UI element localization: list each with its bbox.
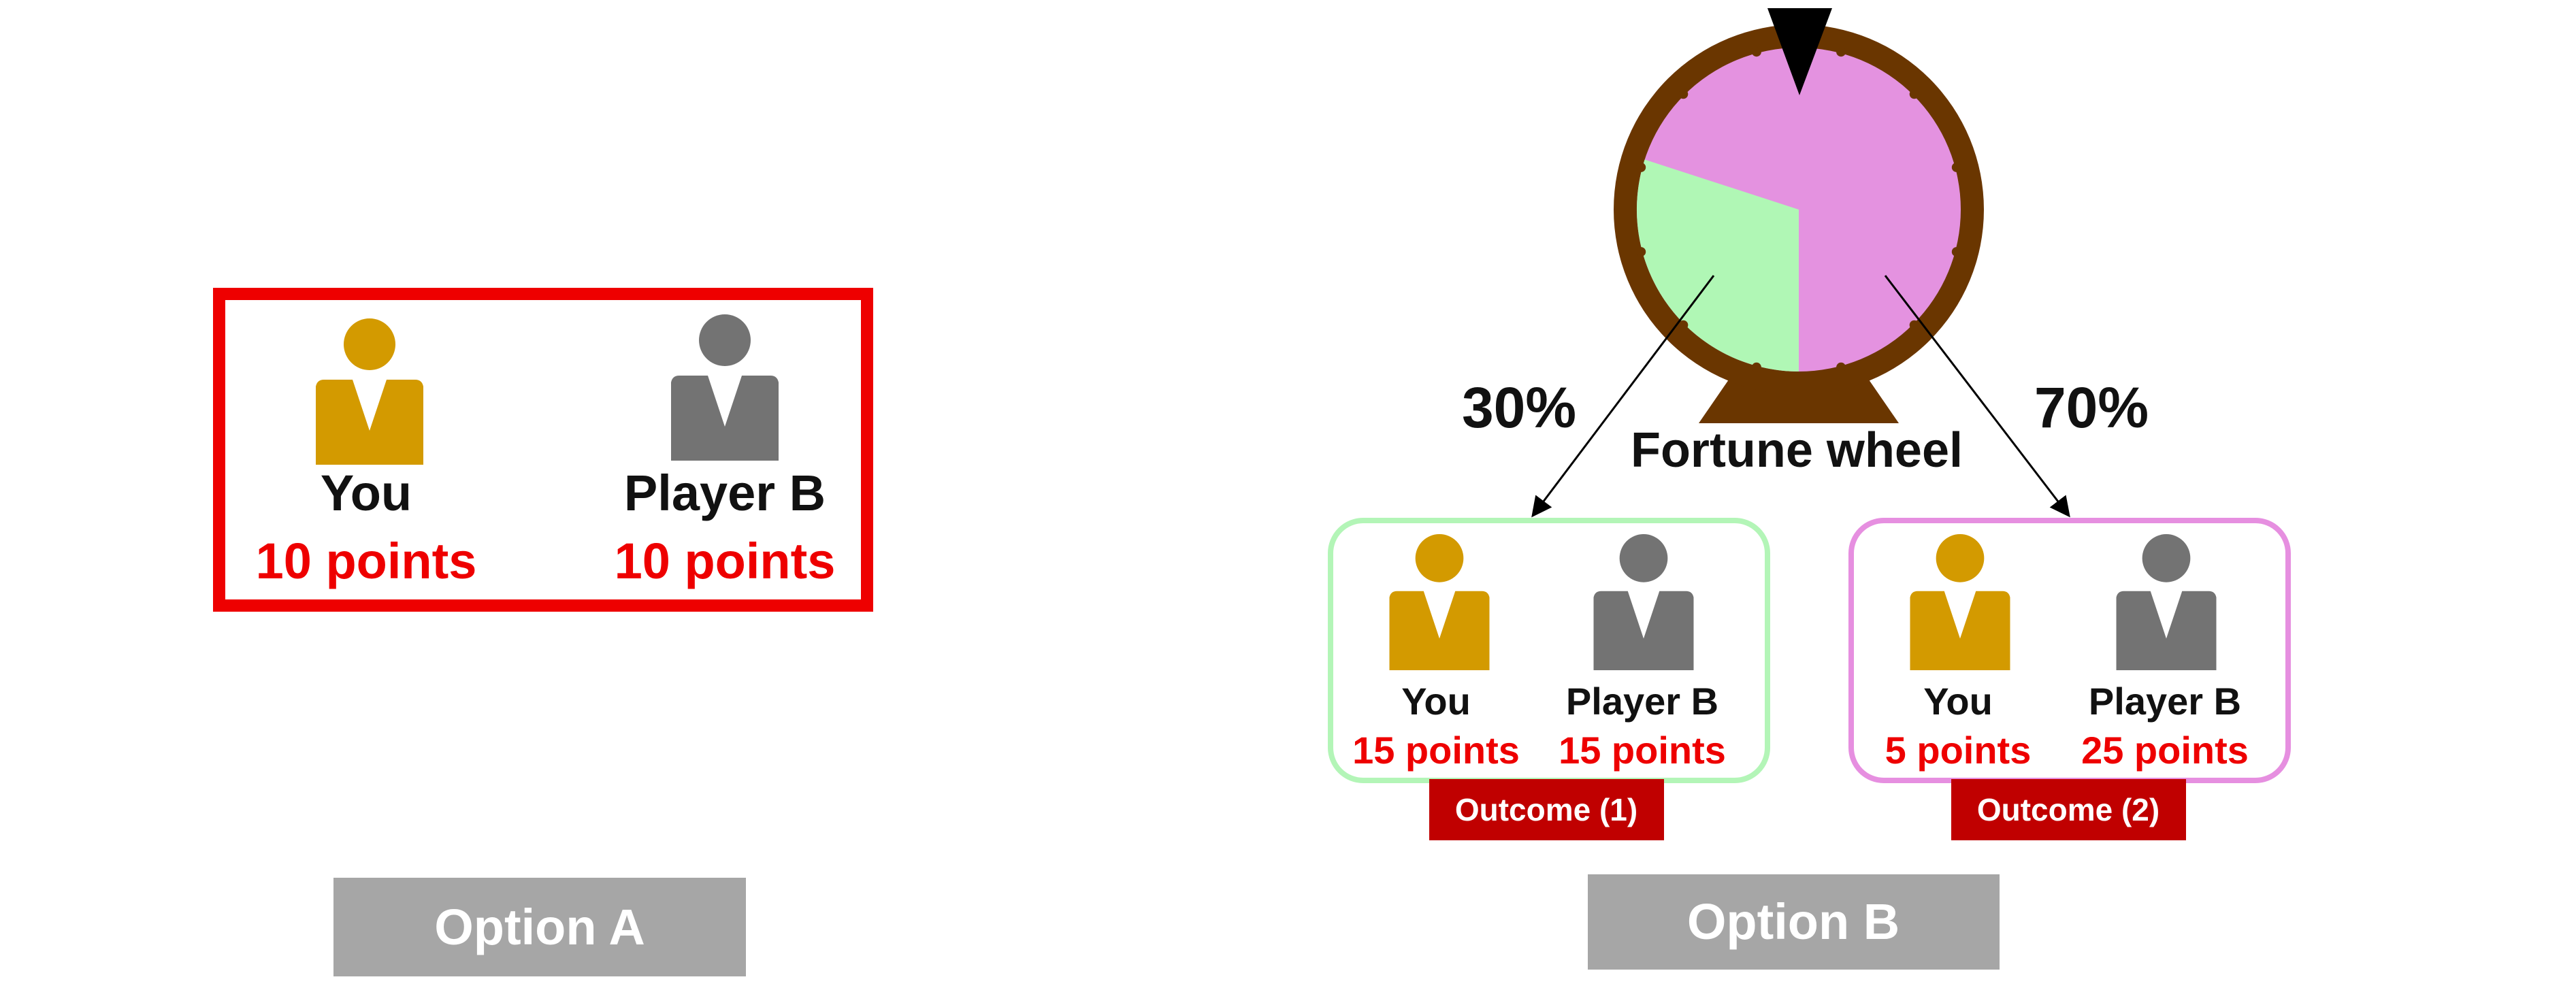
arrow-right [1884,275,2070,518]
outcome-2-player-b-points: 25 points [2081,729,2249,772]
wheel-peg [1951,247,1961,257]
option-b-button-label[interactable]: Option B [1687,893,1900,950]
wheel-peg [1636,162,1646,172]
player-b-person-icon [1593,534,1694,670]
you-label: You [321,465,412,521]
wheel-peg [1751,362,1761,372]
outcome-2-you-points: 5 points [1885,729,2032,772]
player-b-label: Player B [624,465,826,521]
wheel-peg [1678,320,1689,330]
outcome-1-tag: Outcome (1) [1429,779,1664,840]
wheel-peg [1636,247,1646,257]
option-a-button-label[interactable]: Option A [434,899,645,955]
outcome-1-you-label: You [1401,680,1471,723]
wheel-peg [1951,162,1961,172]
player-b-person-icon [2116,534,2217,670]
probability-arrows: 30% 70% [1462,275,2149,518]
wheel-peg [1751,47,1761,57]
outcome-2-panel: You 5 points Player B 25 points [1848,518,2291,783]
outcome-1-player-b-points: 15 points [1559,729,1726,772]
player-b-person-icon [671,314,779,461]
right-probability: 70% [2034,376,2149,440]
outcome-2-you-label: You [1923,680,1993,723]
outcome-1-player-b-label: Player B [1566,680,1718,723]
outcome-1-panel: You 15 points Player B 15 points [1328,518,1770,783]
wheel-peg [1836,362,1846,372]
outcome-2-tag-label: Outcome (2) [1977,792,2159,827]
outcome-1-tag-bg [1429,779,1664,840]
fortune-wheel: Fortune wheel [1614,8,1984,478]
option-b-button[interactable]: Option B [1588,874,2000,970]
option-a-button-bg[interactable] [333,878,746,976]
you-person-icon [316,318,423,465]
wheel-label: Fortune wheel [1631,423,1963,478]
triangle-pointer-icon [1767,8,1832,95]
outcome-1-tag-label: Outcome (1) [1455,792,1637,827]
outcome-1-you-points: 15 points [1352,729,1520,772]
outcome-2-player-b-label: Player B [2089,680,2241,723]
wheel-pegs [1636,47,1961,372]
left-probability: 30% [1462,376,1576,440]
option-b-button-bg[interactable] [1588,874,2000,970]
option-a-panel: You 10 points Player B 10 points [213,288,873,612]
wheel-peg [1678,89,1689,99]
wheel-peg [1909,89,1919,99]
wheel-peg [1836,47,1846,57]
outcome-2-tag-bg [1951,779,2186,840]
wheel-peg [1909,320,1919,330]
you-points: 10 points [256,533,477,589]
player-b-points: 10 points [615,533,836,589]
you-person-icon [1910,534,2010,670]
you-person-icon [1389,534,1490,670]
option-a-button[interactable]: Option A [333,878,746,976]
outcome-2-tag: Outcome (2) [1951,779,2186,840]
arrow-left [1531,275,1715,518]
option-a-frame [213,288,873,612]
wheel-green-segment [1636,159,1799,372]
